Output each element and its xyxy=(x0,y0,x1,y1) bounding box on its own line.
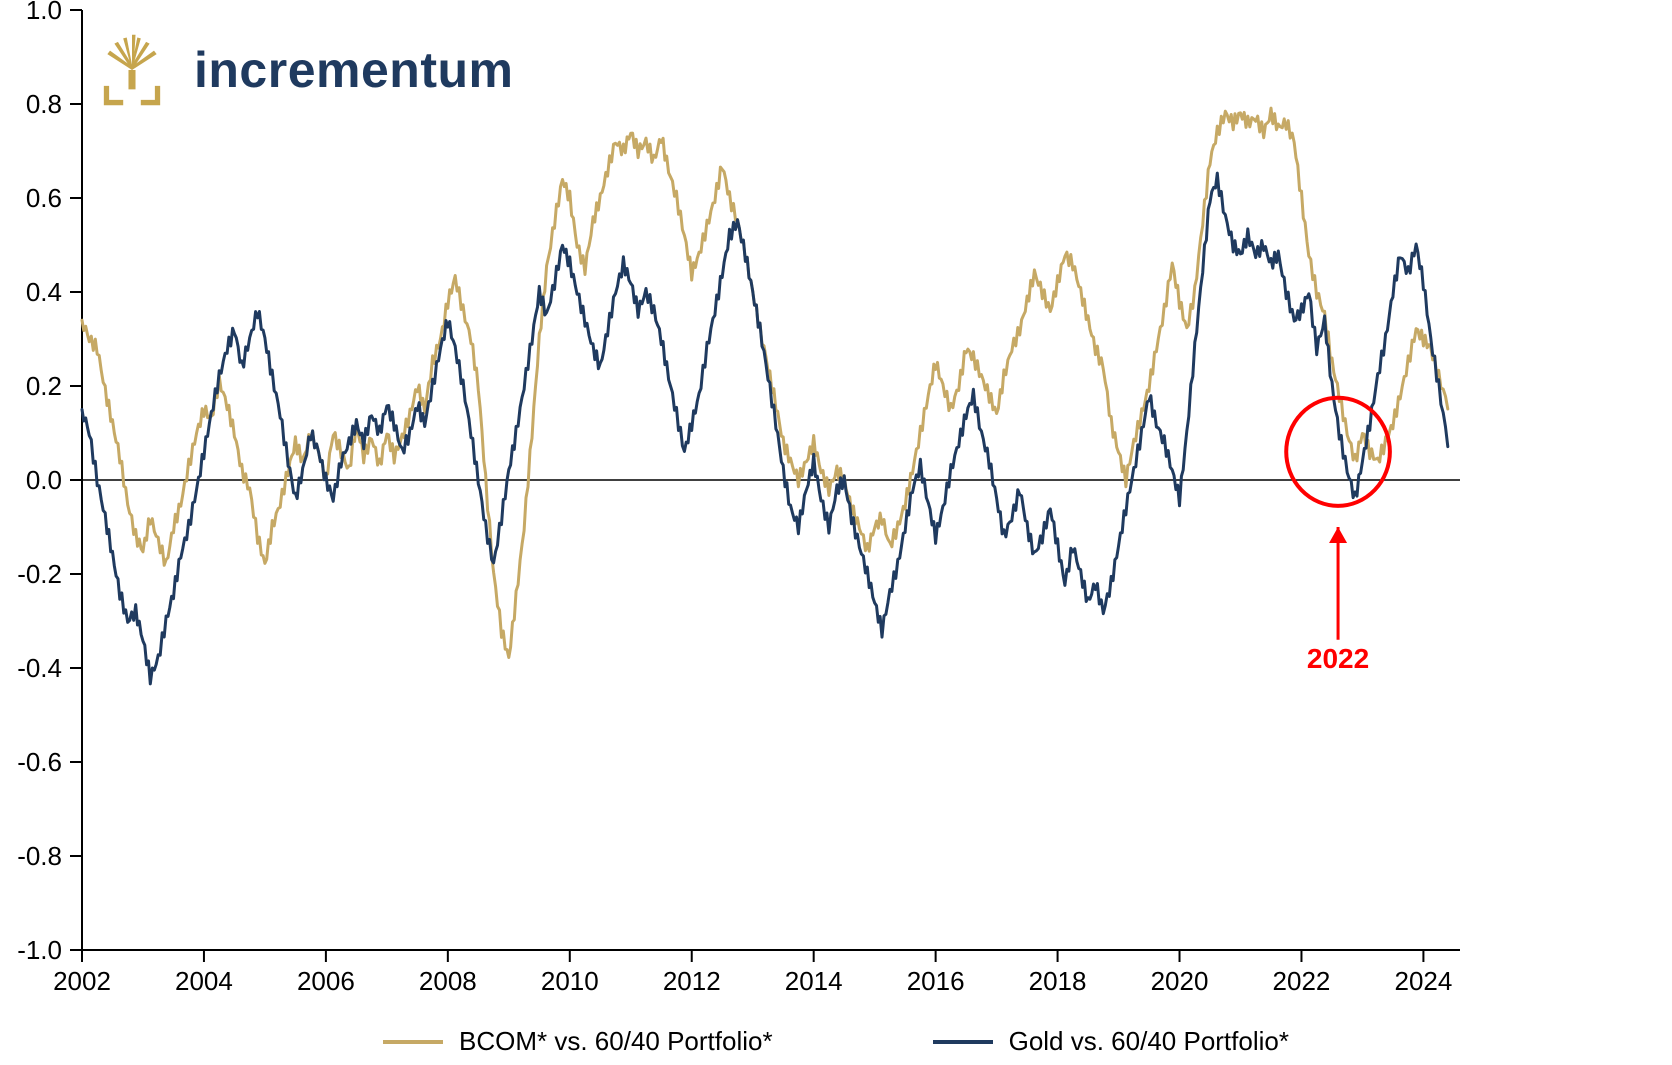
legend-item-gold: Gold vs. 60/40 Portfolio* xyxy=(933,1026,1289,1057)
svg-text:0.2: 0.2 xyxy=(26,371,62,401)
svg-text:0.0: 0.0 xyxy=(26,465,62,495)
svg-text:2022: 2022 xyxy=(1307,643,1369,674)
legend-item-bcom: BCOM* vs. 60/40 Portfolio* xyxy=(383,1026,773,1057)
brand-name: incrementum xyxy=(194,41,513,99)
svg-text:-1.0: -1.0 xyxy=(17,935,62,965)
svg-text:2004: 2004 xyxy=(175,966,233,996)
svg-text:1.0: 1.0 xyxy=(26,0,62,25)
svg-text:0.8: 0.8 xyxy=(26,89,62,119)
legend-swatch xyxy=(933,1040,993,1044)
tree-icon xyxy=(88,26,176,114)
svg-text:2010: 2010 xyxy=(541,966,599,996)
svg-text:-0.6: -0.6 xyxy=(17,747,62,777)
svg-text:0.6: 0.6 xyxy=(26,183,62,213)
chart-container: -1.0 -0.8 -0.6 -0.4 -0.2 0.0 0.2 0.4 0.6 0.8 1.0 20… xyxy=(0,0,1672,1065)
svg-text:2002: 2002 xyxy=(53,966,111,996)
svg-text:-0.4: -0.4 xyxy=(17,653,62,683)
brand-logo: incrementum xyxy=(88,26,513,114)
svg-text:2024: 2024 xyxy=(1394,966,1452,996)
svg-text:2012: 2012 xyxy=(663,966,721,996)
legend-label: BCOM* vs. 60/40 Portfolio* xyxy=(459,1026,773,1057)
svg-text:-0.2: -0.2 xyxy=(17,559,62,589)
svg-text:-0.8: -0.8 xyxy=(17,841,62,871)
correlation-chart: -1.0 -0.8 -0.6 -0.4 -0.2 0.0 0.2 0.4 0.6 0.8 1.0 20… xyxy=(0,0,1672,1065)
svg-text:2022: 2022 xyxy=(1273,966,1331,996)
svg-text:0.4: 0.4 xyxy=(26,277,62,307)
svg-text:2018: 2018 xyxy=(1029,966,1087,996)
svg-text:2006: 2006 xyxy=(297,966,355,996)
svg-text:2020: 2020 xyxy=(1151,966,1209,996)
legend-swatch xyxy=(383,1040,443,1044)
chart-legend: BCOM* vs. 60/40 Portfolio* Gold vs. 60/4… xyxy=(0,1026,1672,1057)
svg-text:2016: 2016 xyxy=(907,966,965,996)
svg-text:2008: 2008 xyxy=(419,966,477,996)
svg-text:2014: 2014 xyxy=(785,966,843,996)
legend-label: Gold vs. 60/40 Portfolio* xyxy=(1009,1026,1289,1057)
